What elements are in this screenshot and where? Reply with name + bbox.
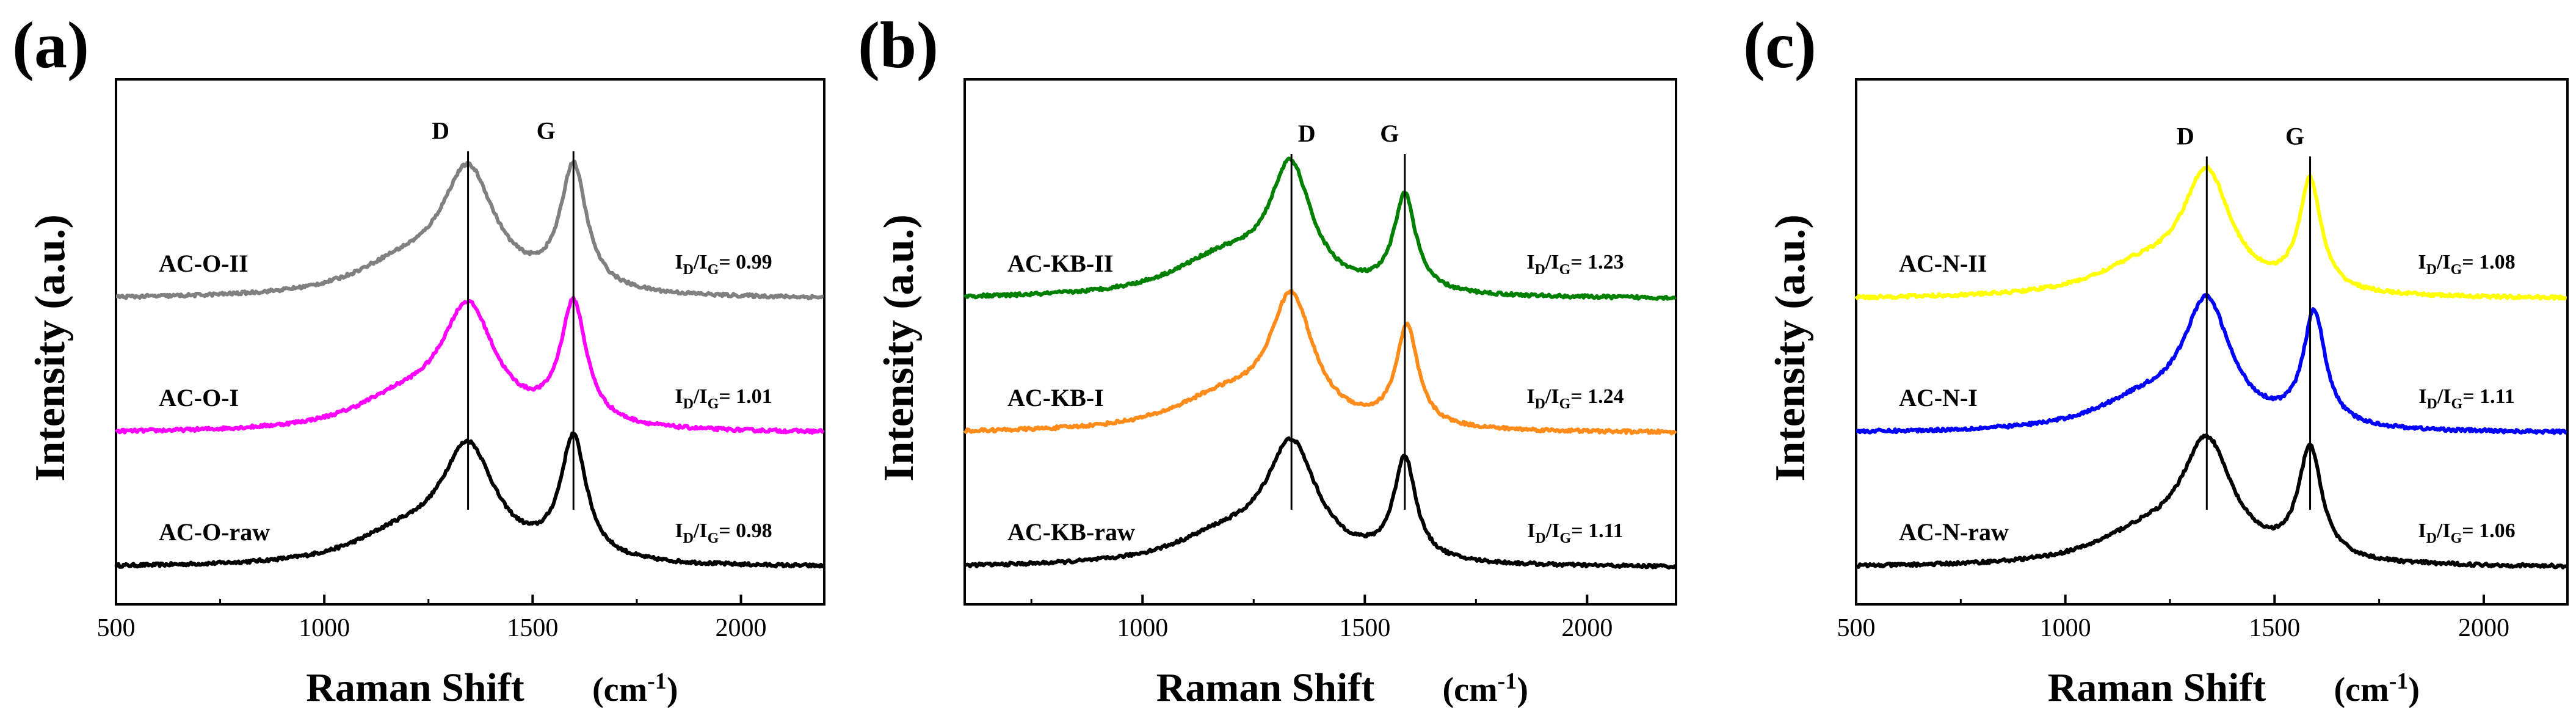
x-tick-label: 1500 (1339, 614, 1390, 642)
series-line (963, 288, 1677, 436)
y-axis-title: Intensity (a.u.) (876, 214, 923, 482)
x-tick-label: 500 (97, 614, 136, 642)
series-line (114, 431, 825, 569)
plot-frame (115, 78, 825, 606)
x-axis-title: Raman Shift (1156, 665, 1375, 710)
series-line (963, 436, 1677, 570)
x-tick-label: 1500 (2249, 614, 2300, 642)
series-line (114, 295, 825, 435)
series-label: AC-N-II (1899, 250, 1987, 277)
x-tick-label: 1000 (2040, 614, 2091, 642)
id-ig-ratio-label: ID/IG= 1.24 (1526, 385, 1624, 412)
x-tick-label: 500 (1837, 614, 1876, 642)
y-axis-title: Intensity (a.u.) (27, 214, 74, 482)
x-axis-unit: (cm-1) (2334, 668, 2420, 709)
peak-label: D (1298, 120, 1316, 147)
id-ig-ratio-label: ID/IG= 1.11 (1527, 519, 1623, 546)
plot-frame (1855, 78, 2569, 606)
series-label: AC-KB-raw (1007, 518, 1135, 546)
x-axis-title: Raman Shift (2048, 665, 2266, 710)
x-tick-label: 1500 (507, 614, 558, 642)
id-ig-ratio-label: ID/IG= 1.23 (1526, 251, 1624, 278)
id-ig-ratio-label: ID/IG= 0.98 (675, 519, 772, 546)
peak-label: G (1380, 120, 1399, 147)
panel-label: (a) (12, 9, 89, 82)
x-tick-label: 2000 (1561, 614, 1613, 642)
series-label: AC-KB-II (1007, 250, 1113, 277)
id-ig-ratio-label: ID/IG= 1.01 (675, 385, 772, 412)
series-line (963, 156, 1677, 301)
series-label: AC-KB-I (1007, 384, 1104, 411)
series-line (1856, 293, 2567, 435)
panel-label: (c) (1743, 9, 1816, 82)
x-tick-label: 2000 (716, 614, 767, 642)
peak-label: D (432, 117, 449, 145)
peak-label: G (537, 117, 556, 145)
series-label: AC-O-I (159, 384, 239, 411)
x-tick-label: 2000 (2458, 614, 2509, 642)
series-label: AC-N-I (1899, 384, 1978, 411)
x-tick-label: 1000 (1117, 614, 1168, 642)
series-label: AC-O-II (159, 250, 249, 277)
peak-label: D (2177, 122, 2194, 150)
peak-label: G (2285, 122, 2304, 150)
id-ig-ratio-label: ID/IG= 0.99 (675, 251, 772, 278)
x-tick-label: 1000 (299, 614, 350, 642)
panel-c: 500 1000 1500 2000 (c) Raman Shift (cm-1) Inten… (1743, 9, 2569, 710)
x-axis-title: Raman Shift (306, 665, 524, 710)
series-label: AC-O-raw (159, 518, 270, 546)
panel-a: 500 1000 1500 2000 (a) Raman Shift (cm-1) Inten… (12, 9, 825, 710)
id-ig-ratio-label: ID/IG= 1.08 (2418, 251, 2515, 278)
series-line (1856, 433, 2567, 570)
series-line (1854, 164, 2567, 301)
id-ig-ratio-label: ID/IG= 1.11 (2418, 385, 2514, 412)
series-line (115, 159, 824, 300)
series-label: AC-N-raw (1899, 518, 2009, 546)
x-axis-unit: (cm-1) (592, 668, 678, 709)
id-ig-ratio-label: ID/IG= 1.06 (2418, 519, 2515, 546)
y-axis-title: Intensity (a.u.) (1767, 214, 1814, 482)
panel-b: 1000 1500 2000 (b) Raman Shift (cm-1) Intensit… (858, 9, 1677, 710)
plot-frame (963, 78, 1677, 606)
panel-label: (b) (858, 9, 938, 82)
x-axis-unit: (cm-1) (1443, 668, 1528, 709)
